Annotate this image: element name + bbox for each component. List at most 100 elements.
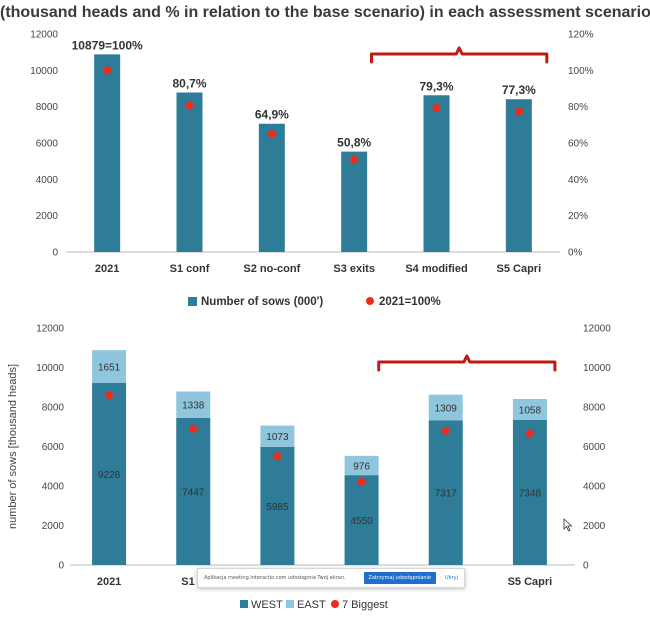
y-axis-title: number of sows [thousand heads]	[7, 364, 19, 529]
legend-marker-percent	[366, 297, 374, 305]
category-label: S3 exits	[333, 263, 375, 275]
data-label: 80,7%	[172, 76, 206, 90]
bar-west	[176, 417, 211, 565]
y2-tick-label: 12000	[583, 324, 611, 335]
legend-marker-biggest	[331, 600, 339, 608]
bar	[423, 95, 450, 252]
legend-label-biggest: 7 Biggest	[342, 599, 388, 611]
y-tick-label: 12000	[36, 324, 64, 335]
data-label: 79,3%	[419, 79, 453, 93]
bar-west	[512, 419, 547, 565]
y2-tick-label: 8000	[583, 403, 606, 414]
bar-east	[92, 350, 127, 383]
biggest-dot	[273, 452, 282, 461]
east-data-label: 976	[353, 461, 370, 472]
chart-sows-by-scenario: 0 2000 4000 6000 8000 10000 12000 0% 20% 40% 60% 80…	[30, 30, 594, 309]
biggest-dot	[105, 391, 114, 400]
west-data-label: 7447	[182, 487, 205, 498]
category-label: S4 modified	[405, 263, 467, 275]
category-label: S1	[181, 576, 194, 588]
west-data-label: 5985	[266, 502, 289, 513]
category-label: S5 Capri	[497, 263, 542, 275]
bar	[94, 54, 121, 252]
east-data-label: 1309	[435, 404, 458, 415]
category-label: S2 no-conf	[243, 263, 300, 275]
east-data-label: 1058	[519, 405, 542, 416]
west-data-label: 9228	[98, 470, 121, 481]
y2-tick-label: 60%	[568, 139, 588, 150]
west-data-label: 7317	[435, 489, 458, 500]
bar-west	[428, 420, 463, 565]
y2-tick-label: 100%	[568, 66, 594, 77]
y2-tick-label: 20%	[568, 211, 588, 222]
biggest-dot	[441, 426, 450, 435]
y2-tick-label: 10000	[583, 363, 611, 374]
y-tick-label: 12000	[30, 30, 58, 41]
y-tick-label: 4000	[42, 482, 65, 493]
east-data-label: 1073	[266, 432, 289, 443]
y2-tick-label: 80%	[568, 102, 588, 113]
y2-tick-label: 4000	[583, 482, 606, 493]
stop-sharing-button[interactable]: Zatrzymaj udostępnianie	[363, 572, 437, 584]
bar	[258, 123, 285, 252]
y-tick-label: 8000	[36, 102, 59, 113]
y-tick-label: 6000	[42, 442, 65, 453]
bar	[341, 151, 368, 252]
legend-label-west: WEST	[251, 599, 283, 611]
east-data-label: 1338	[182, 401, 205, 412]
y-tick-label: 6000	[36, 139, 59, 150]
biggest-dot	[189, 424, 198, 433]
y2-tick-label: 2000	[583, 521, 606, 532]
legend-swatch-west	[240, 600, 248, 608]
legend-label-sows: Number of sows (000')	[201, 296, 323, 308]
biggest-dot	[357, 478, 366, 487]
screen-share-text: Aplikacja meeting.interactio.com udostęp…	[204, 575, 346, 581]
page-title: (thousand heads and % in relation to the…	[0, 4, 650, 21]
bar-east	[176, 391, 211, 418]
bar-west	[92, 382, 127, 565]
percent-dot	[185, 101, 194, 110]
data-label: 10879=100%	[72, 38, 143, 52]
legend-label-east: EAST	[297, 599, 326, 611]
percent-dot	[103, 66, 112, 75]
biggest-dot	[525, 429, 534, 438]
west-data-label: 4550	[350, 516, 373, 527]
legend-label-percent: 2021=100%	[379, 296, 441, 308]
category-label: S5 Capri	[508, 576, 553, 588]
category-label: 2021	[95, 263, 119, 275]
percent-dot	[432, 103, 441, 112]
y2-tick-label: 40%	[568, 175, 588, 186]
y-tick-label: 10000	[36, 363, 64, 374]
y2-tick-label: 0%	[568, 248, 583, 259]
y-tick-label: 2000	[42, 521, 65, 532]
y-tick-label: 10000	[30, 66, 58, 77]
y2-tick-label: 0	[583, 561, 589, 572]
y-tick-label: 2000	[36, 211, 59, 222]
bar-east	[260, 425, 295, 447]
category-label: S1 conf	[170, 263, 210, 275]
east-data-label: 1651	[98, 362, 121, 373]
data-label: 50,8%	[337, 136, 371, 150]
y2-tick-label: 120%	[568, 30, 594, 41]
hide-notification-button[interactable]: Ukryj	[445, 575, 458, 581]
bar-east	[428, 394, 463, 421]
bar-west	[344, 475, 379, 565]
data-label: 77,3%	[502, 83, 536, 97]
percent-dot	[514, 107, 523, 116]
bar-west	[260, 446, 295, 565]
bar-east	[344, 455, 379, 476]
y-tick-label: 4000	[36, 175, 59, 186]
legend-swatch-sows	[188, 297, 197, 306]
y-tick-label: 0	[52, 248, 58, 259]
y-tick-label: 0	[58, 561, 64, 572]
highlight-bracket	[370, 46, 549, 64]
percent-dot	[267, 130, 276, 139]
legend-swatch-east	[286, 600, 294, 608]
category-label: 2021	[97, 576, 121, 588]
bar	[176, 92, 203, 252]
mouse-cursor-icon	[563, 518, 573, 532]
percent-dot	[350, 155, 359, 164]
bar	[505, 99, 532, 253]
screen-share-notification: Aplikacja meeting.interactio.com udostęp…	[197, 568, 465, 588]
data-label: 64,9%	[255, 108, 289, 122]
